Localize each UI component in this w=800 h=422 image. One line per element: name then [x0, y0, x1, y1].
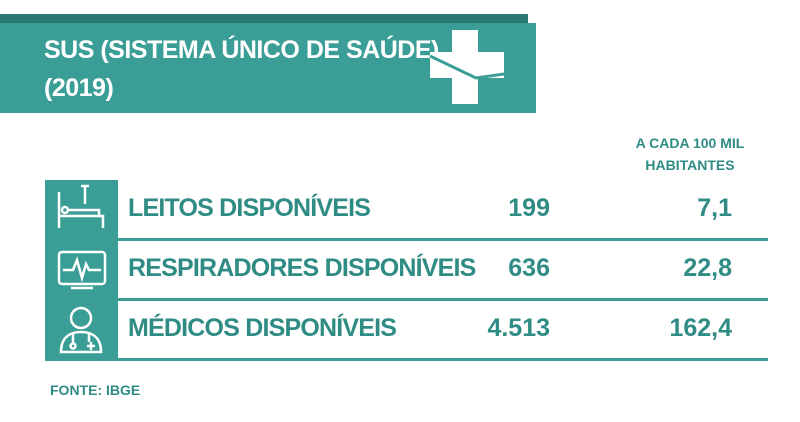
column-header: A CADA 100 MIL HABITANTES [635, 135, 745, 173]
header-strip [0, 14, 528, 23]
title: SUS (SISTEMA ÚNICO DE SAÚDE) [44, 36, 439, 64]
row-rate: 22,8 [683, 254, 732, 282]
row-total: 199 [508, 194, 550, 222]
row-label: RESPIRADORES DISPONÍVEIS [128, 254, 476, 282]
table-row: LEITOS DISPONÍVEIS 199 7,1 [45, 180, 768, 241]
doctor-icon [45, 300, 118, 358]
subtitle: (2019) [44, 74, 114, 102]
row-label: MÉDICOS DISPONÍVEIS [128, 314, 397, 342]
table-row: MÉDICOS DISPONÍVEIS 4.513 162,4 [45, 300, 768, 361]
row-label: LEITOS DISPONÍVEIS [128, 194, 371, 222]
monitor-icon [45, 240, 118, 298]
row-total: 4.513 [487, 314, 550, 342]
bed-icon [45, 180, 118, 238]
source: FONTE: IBGE [50, 382, 141, 398]
row-rate: 7,1 [697, 194, 732, 222]
health-cross-icon [429, 30, 505, 104]
row-rate: 162,4 [669, 314, 732, 342]
row-total: 636 [508, 254, 550, 282]
table-row: RESPIRADORES DISPONÍVEIS 636 22,8 [45, 240, 768, 301]
